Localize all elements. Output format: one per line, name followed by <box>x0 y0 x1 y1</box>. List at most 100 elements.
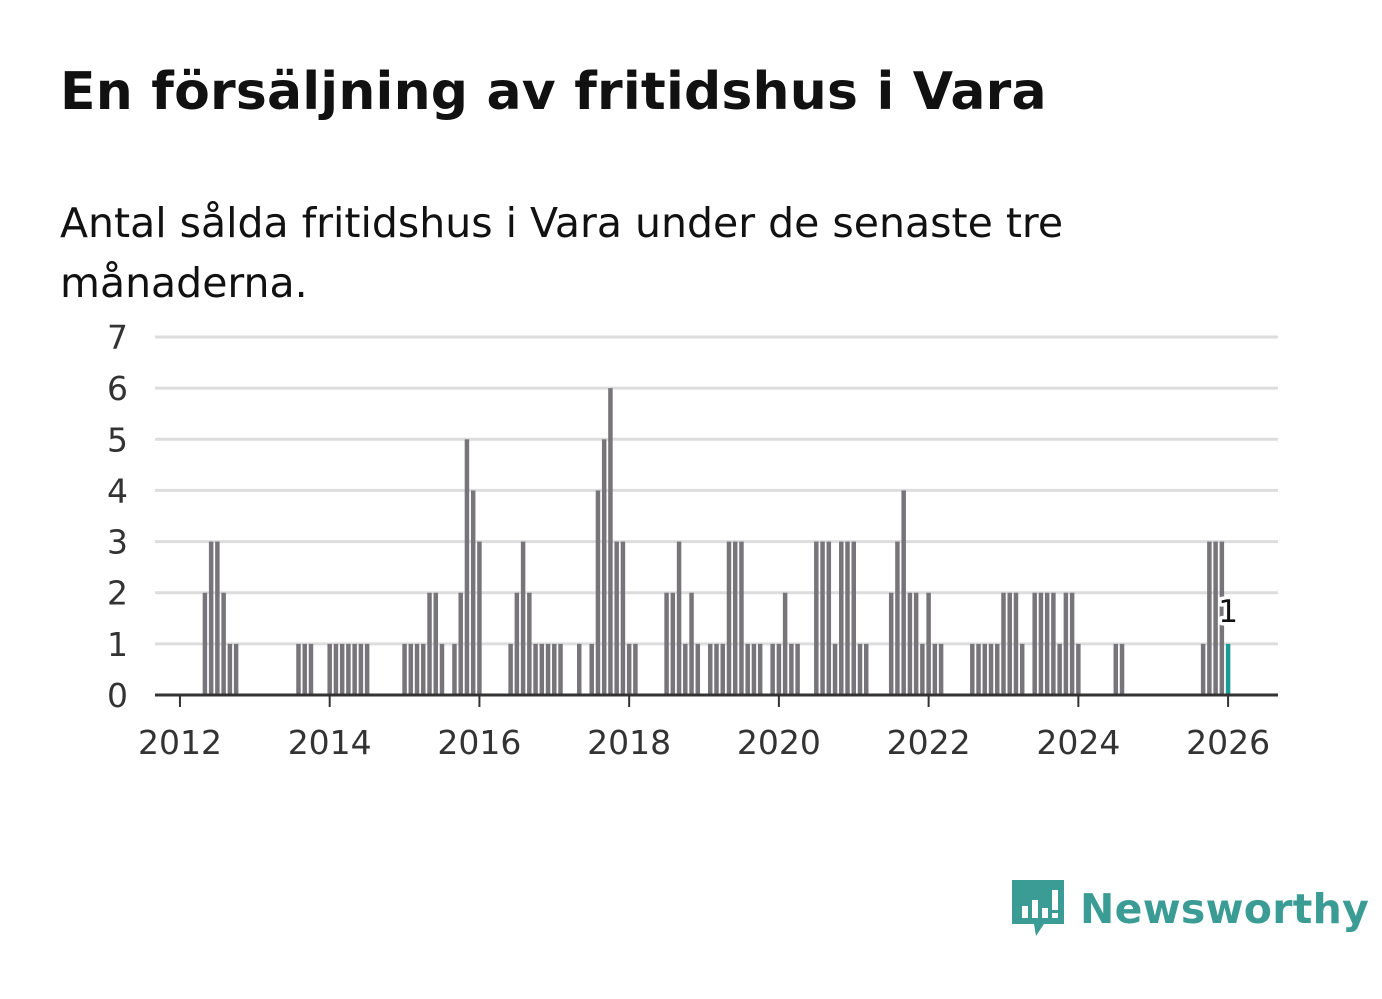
bar <box>421 643 426 695</box>
bar <box>545 643 551 695</box>
bar <box>976 643 981 695</box>
bar <box>614 541 619 695</box>
bar <box>414 643 420 695</box>
bar <box>520 541 526 695</box>
bar <box>938 643 944 695</box>
bar <box>402 643 407 695</box>
bar <box>1044 592 1050 695</box>
bar <box>626 643 632 695</box>
x-tick-label: 2024 <box>1036 723 1120 762</box>
gridlines <box>155 335 1278 646</box>
bar <box>901 490 906 695</box>
bar <box>1051 592 1056 695</box>
bar <box>676 541 682 695</box>
bar <box>1113 643 1119 695</box>
bar <box>1200 643 1206 695</box>
bar <box>757 643 763 695</box>
bar <box>358 643 364 695</box>
bar <box>857 643 863 695</box>
bar <box>1076 643 1081 695</box>
bar <box>552 643 557 695</box>
bar <box>920 643 925 695</box>
bar <box>745 643 750 695</box>
bar <box>720 643 725 695</box>
bar <box>608 388 613 695</box>
bar <box>539 643 545 695</box>
bar <box>1219 541 1225 695</box>
bar <box>601 439 607 695</box>
bar <box>589 643 594 695</box>
bar <box>708 643 713 695</box>
bar <box>888 592 894 695</box>
bar <box>826 541 832 695</box>
bar <box>839 541 844 695</box>
y-tick-label: 0 <box>107 676 128 715</box>
y-tick-label: 7 <box>107 318 128 357</box>
bar <box>670 592 676 695</box>
bar <box>664 592 669 695</box>
bar <box>814 541 819 695</box>
bar <box>820 541 825 695</box>
y-axis-ticks: 0 1 2 3 4 5 6 7 <box>107 318 128 715</box>
bar <box>439 643 445 695</box>
x-tick-label: 2012 <box>138 723 222 762</box>
chart-subtitle: Antal sålda fritidshus i Vara under de s… <box>60 199 1064 307</box>
bar <box>832 643 838 695</box>
y-tick-label: 3 <box>107 523 128 562</box>
bar <box>1038 592 1044 695</box>
bar <box>770 643 775 695</box>
bar <box>1213 541 1218 695</box>
bar <box>215 541 220 695</box>
bar <box>458 592 463 695</box>
bar <box>907 592 913 695</box>
bar <box>352 643 357 695</box>
brand-name: Newsworthy <box>1080 885 1370 933</box>
newsworthy-logo-icon <box>1012 880 1064 936</box>
bar <box>689 592 694 695</box>
bar <box>1225 643 1231 695</box>
bar <box>408 643 414 695</box>
bar <box>302 643 307 695</box>
bar <box>527 592 532 695</box>
bar <box>988 643 994 695</box>
x-tick-label: 2016 <box>437 723 521 762</box>
bar <box>633 643 638 695</box>
bar <box>595 490 601 695</box>
bar <box>452 643 457 695</box>
y-tick-label: 4 <box>107 471 128 510</box>
bar <box>427 592 432 695</box>
bar <box>851 541 857 695</box>
bar <box>346 643 351 695</box>
bar <box>1207 541 1212 695</box>
newsworthy-logo[interactable]: Newsworthy <box>1010 878 1369 940</box>
bar <box>982 643 988 695</box>
x-tick-label: 2020 <box>737 723 821 762</box>
bar <box>1032 592 1037 695</box>
bar <box>333 643 339 695</box>
bar <box>308 643 314 695</box>
bar <box>364 643 370 695</box>
bar <box>782 592 788 695</box>
annotations: 1 <box>1215 590 1242 633</box>
bar <box>1007 592 1012 695</box>
chart-title: En försäljning av fritidshus i Vara <box>60 62 1047 122</box>
y-tick-label: 1 <box>107 625 128 664</box>
bar <box>233 643 239 695</box>
bar <box>845 541 850 695</box>
bar <box>695 643 701 695</box>
bar <box>558 643 563 695</box>
x-tick-label: 2026 <box>1186 723 1270 762</box>
bar <box>739 541 744 695</box>
bar <box>970 643 975 695</box>
bar <box>1057 643 1062 695</box>
bar <box>1001 592 1006 695</box>
bar <box>514 592 520 695</box>
bar <box>296 643 301 695</box>
bar <box>508 643 513 695</box>
x-tick-label: 2022 <box>887 723 971 762</box>
bar <box>533 643 538 695</box>
bar <box>208 541 214 695</box>
bar <box>1119 643 1125 695</box>
bar <box>1019 643 1025 695</box>
